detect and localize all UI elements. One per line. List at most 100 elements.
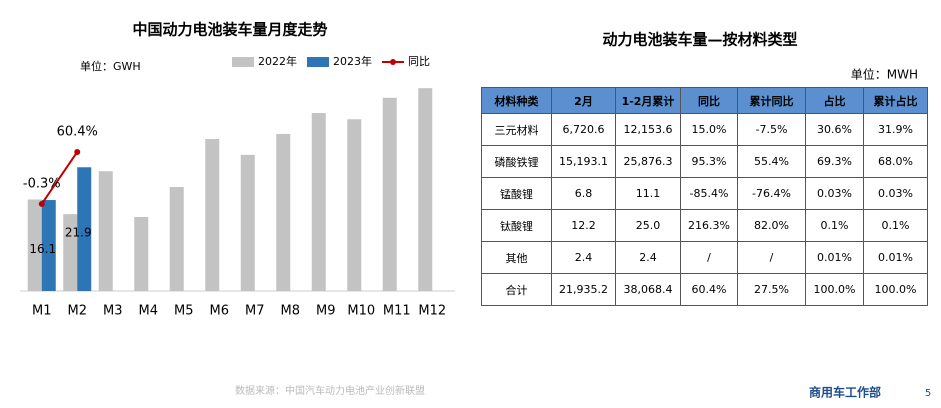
- cell: 锰酸锂: [481, 177, 552, 210]
- bar: [27, 199, 42, 291]
- bar: [77, 167, 92, 291]
- header-cell: 累计占比: [863, 87, 928, 114]
- cell: /: [680, 241, 738, 274]
- bar: [418, 88, 433, 291]
- line: [40, 151, 79, 205]
- cell: 0.01%: [805, 241, 864, 274]
- cell: 2.4: [551, 241, 616, 274]
- legend-swatch: [232, 57, 254, 67]
- row: 三元材料 6,720.6 12,153.6 15.0% -7.5% 30.6% 31.9%: [481, 113, 928, 146]
- cell: 其他: [481, 241, 552, 274]
- table-unit: 单位：MWH: [851, 67, 918, 82]
- department: 商用车工作部: [809, 385, 881, 400]
- cell: 100.0%: [863, 273, 928, 306]
- header-cell: 累计同比: [737, 87, 806, 114]
- row: 其他 2.4 2.4//0.01% 0.01%: [481, 241, 928, 274]
- legend-swatch: [390, 59, 396, 65]
- cell: 30.6%: [805, 113, 864, 146]
- x-tick-label: M11: [383, 304, 411, 319]
- cell: 216.3%: [680, 209, 738, 242]
- cell: 100.0%: [805, 273, 864, 306]
- header-cell: 2月: [551, 87, 616, 114]
- bar: [41, 200, 56, 291]
- cell: 82.0%: [737, 209, 806, 242]
- row: 钛酸锂 12.2 25.0 216.3% 82.0% 0.1% 0.1%: [481, 209, 928, 242]
- cell: 15,193.1: [551, 145, 616, 178]
- row: 锰酸锂 6.8 11.1 -85.4% -76.4% 0.03% 0.03%: [481, 177, 928, 210]
- cell: /: [737, 241, 806, 274]
- data-label: 16.1: [29, 242, 56, 256]
- cell: 0.1%: [805, 209, 864, 242]
- cell: 0.01%: [863, 241, 928, 274]
- data-label: 21.9: [65, 226, 92, 240]
- cell: 55.4%: [737, 145, 806, 178]
- table-title: 动力电池装车量—按材料类型: [602, 31, 797, 49]
- cell: 69.3%: [805, 145, 864, 178]
- header-cell: 1-2月累计: [615, 87, 681, 114]
- page-number: 5: [925, 388, 931, 399]
- x-tick-label: M6: [210, 304, 230, 319]
- legend-label: 2023年: [333, 54, 372, 68]
- cell: 合计: [481, 273, 552, 306]
- header-cell: 同比: [680, 87, 738, 114]
- header-row: 材料种类 2月 1-2月累计 同比 累计同比 占比 累计占比: [481, 87, 928, 114]
- cell: 12,153.6: [615, 113, 681, 146]
- bar: [169, 187, 184, 291]
- bar: [205, 139, 220, 291]
- data-label: 60.4%: [57, 124, 98, 139]
- cell: -85.4%: [680, 177, 738, 210]
- row: 合计 21,935.2 38,068.4 60.4% 27.5% 100.0% 100.0%: [481, 273, 928, 306]
- bar: [240, 154, 255, 291]
- bar: [63, 214, 78, 291]
- cell: -7.5%: [737, 113, 806, 146]
- cell: 磷酸铁锂: [481, 145, 552, 178]
- cell: 31.9%: [863, 113, 928, 146]
- x-tick-label: M7: [245, 304, 265, 319]
- cell: 0.03%: [863, 177, 928, 210]
- cell: 21,935.2: [551, 273, 616, 306]
- x-tick-label: M9: [316, 304, 336, 319]
- x-tick-label: M4: [139, 304, 159, 319]
- x-tick-label: M8: [281, 304, 301, 319]
- cell: 15.0%: [680, 113, 738, 146]
- cell: 6.8: [551, 177, 616, 210]
- bar: [98, 171, 113, 291]
- bar: [382, 97, 397, 292]
- cell: 27.5%: [737, 273, 806, 306]
- source: 数据来源：中国汽车动力电池产业创新联盟: [235, 384, 425, 397]
- legend-label: 同比: [408, 55, 430, 68]
- table: 材料种类 2月 1-2月累计 同比 累计同比 占比 累计占比 三元材料 6,720.6 12,15…: [481, 87, 928, 306]
- cell: 25.0: [615, 209, 681, 242]
- cell: -76.4%: [737, 177, 806, 210]
- header-cell: 占比: [805, 87, 864, 114]
- header-cell: 材料种类: [481, 87, 552, 114]
- unit: 单位：GWH: [80, 59, 141, 73]
- line-point: [74, 148, 81, 155]
- cell: 25,876.3: [615, 145, 681, 178]
- cell: 6,720.6: [551, 113, 616, 146]
- cell: 2.4: [615, 241, 681, 274]
- chart-title: 中国动力电池装车量月度走势: [132, 21, 327, 39]
- x-tick-label: M1: [32, 304, 52, 319]
- x-tick-label: M5: [174, 304, 194, 319]
- cell: 60.4%: [680, 273, 738, 306]
- cell: 0.03%: [805, 177, 864, 210]
- cell: 68.0%: [863, 145, 928, 178]
- cell: 95.3%: [680, 145, 738, 178]
- row: 磷酸铁锂 15,193.1 25,876.3 95.3% 55.4% 69.3% 68.0%: [481, 145, 928, 178]
- cell: 38,068.4: [615, 273, 681, 306]
- cell: 12.2: [551, 209, 616, 242]
- legend-label: 2022年: [258, 54, 297, 68]
- data-label: -0.3%: [23, 176, 61, 191]
- bar: [347, 119, 362, 292]
- cell: 11.1: [615, 177, 681, 210]
- line-point: [38, 200, 45, 207]
- cell: 三元材料: [481, 113, 552, 146]
- bar: [311, 113, 326, 292]
- bar: [276, 133, 291, 291]
- x-tick-label: M3: [103, 304, 123, 319]
- x-tick-label: M10: [347, 304, 375, 319]
- bar: [134, 216, 149, 291]
